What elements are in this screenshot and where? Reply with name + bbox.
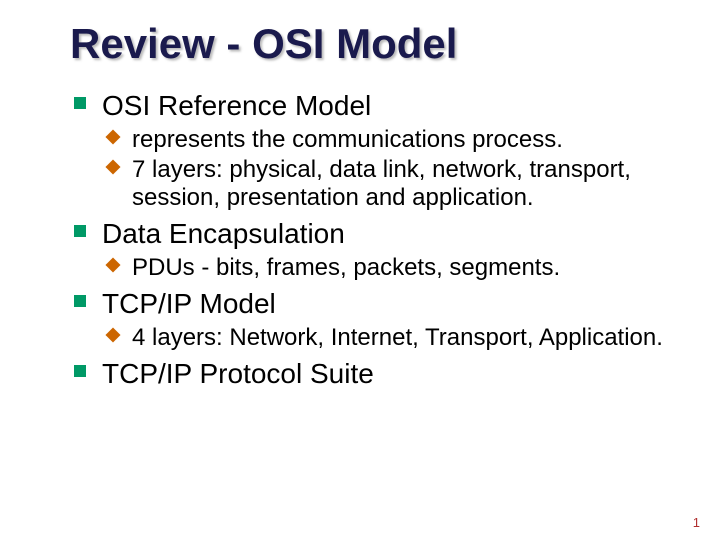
sub-list: PDUs - bits, frames, packets, segments.: [102, 254, 670, 282]
sub-list: represents the communications process. 7…: [102, 126, 670, 212]
list-item-text: Data Encapsulation: [102, 218, 345, 249]
slide-title: Review - OSI Model: [70, 20, 670, 68]
list-item: TCP/IP Protocol Suite: [70, 358, 670, 390]
sub-list-item-text: 7 layers: physical, data link, network, …: [132, 156, 631, 211]
list-item-text: TCP/IP Model: [102, 288, 276, 319]
sub-list: 4 layers: Network, Internet, Transport, …: [102, 324, 670, 352]
sub-list-item: represents the communications process.: [102, 126, 670, 154]
list-item-text: OSI Reference Model: [102, 90, 371, 121]
sub-list-item-text: PDUs - bits, frames, packets, segments.: [132, 254, 560, 281]
sub-list-item: 4 layers: Network, Internet, Transport, …: [102, 324, 670, 352]
list-item: TCP/IP Model 4 layers: Network, Internet…: [70, 288, 670, 352]
sub-list-item-text: represents the communications process.: [132, 126, 563, 153]
sub-list-item-text: 4 layers: Network, Internet, Transport, …: [132, 324, 663, 351]
sub-list-item: 7 layers: physical, data link, network, …: [102, 156, 670, 212]
sub-list-item: PDUs - bits, frames, packets, segments.: [102, 254, 670, 282]
list-item: Data Encapsulation PDUs - bits, frames, …: [70, 218, 670, 282]
slide: Review - OSI Model OSI Reference Model r…: [0, 0, 720, 540]
bullet-list: OSI Reference Model represents the commu…: [70, 90, 670, 390]
page-number: 1: [693, 515, 700, 530]
list-item-text: TCP/IP Protocol Suite: [102, 358, 374, 389]
list-item: OSI Reference Model represents the commu…: [70, 90, 670, 212]
